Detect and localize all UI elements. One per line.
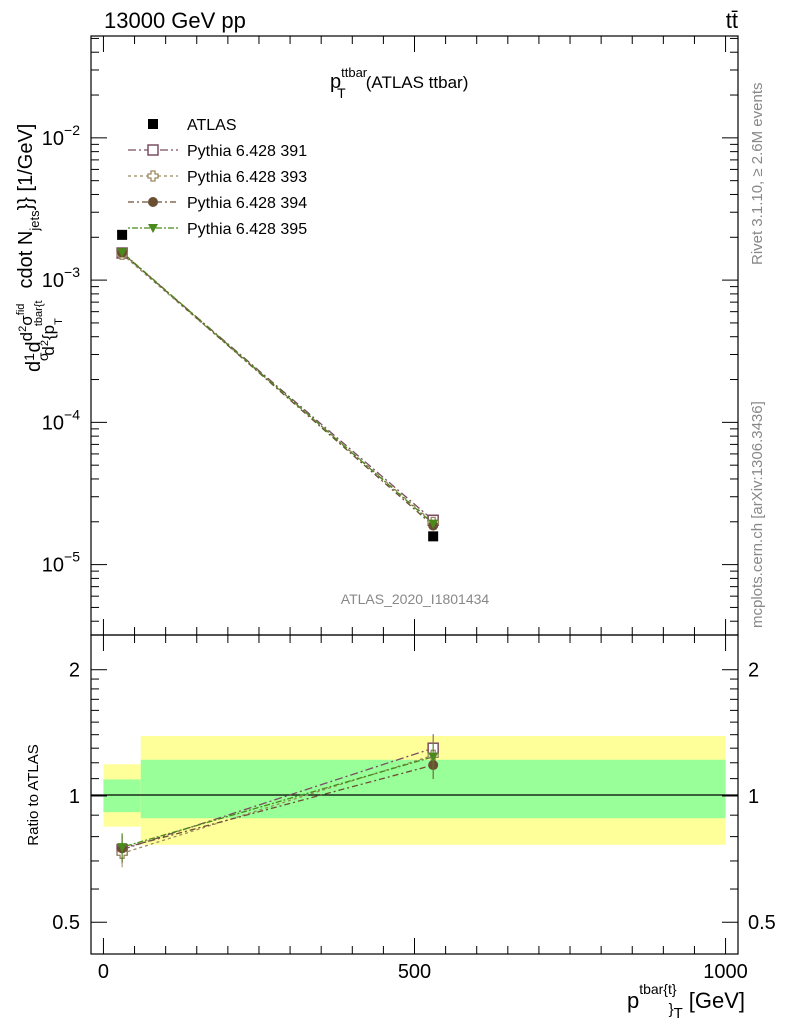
main-ytick-base: 10 [42,412,64,434]
ratio-ytick-label: 0.5 [52,912,80,934]
legend: ATLAS Pythia 6.428 391 Pythia 6.428 393 Pyt… [128,117,307,238]
main-series-point [428,519,439,529]
legend-item: Pythia 6.428 395 [128,221,307,238]
energy-label: 13000 GeV pp [104,8,246,33]
legend-item: Pythia 6.428 393 [128,169,307,186]
main-ytick-base: 10 [42,555,64,577]
main-ytick-labels: 10−510−410−310−2 [42,122,80,577]
ratio-tick-labels: 0.5 0.5 1 1 2 2 0 500 1000 [52,660,776,983]
main-series-lines [121,251,434,527]
legend-label: Pythia 6.428 391 [187,143,307,160]
title-main: p [330,71,341,93]
ratio-band-green [103,779,141,813]
main-ticks [91,36,738,635]
ylabel-den-rest-sub: T [53,318,65,325]
legend-marker [148,119,158,129]
atlas-data-point [428,531,439,542]
ratio-xtick-label: 0 [98,961,109,983]
legend-marker [148,224,158,233]
legend-label: ATLAS [187,117,237,134]
ratio-ytick-label-right: 2 [748,660,759,682]
legend-item: Pythia 6.428 394 [128,195,307,212]
rivet-label: Rivet 3.1.10, ≥ 2.6M events [749,83,766,266]
title-sub: T [337,85,346,101]
xlabel-unit: [GeV] [689,988,745,1013]
ratio-xlabel: ptbar{t}}T [GeV] [627,981,745,1022]
ratio-panel: 0.5 0.5 1 1 2 2 0 500 1000 Ratio to ATLAS ptbar{… [25,634,776,1022]
ratio-xtick-label: 1000 [703,961,748,983]
main-ytick-base: 10 [42,270,64,292]
ratio-ytick-label: 1 [69,786,80,808]
mcplots-label: mcplots.cern.ch [arXiv:1306.3436] [749,401,766,628]
legend-marker [147,144,159,156]
xlabel-main: p [627,988,639,1013]
ylabel-d: d [23,361,45,372]
legend-marker [147,170,159,182]
legend-marker [148,197,158,207]
ylabel-frac1-den: σ [35,352,51,361]
ylabel-num: d [17,332,36,341]
legend-item: ATLAS [148,117,237,134]
ratio-series-lines [121,747,434,854]
main-series-line [121,252,434,527]
ratio-bands [103,735,726,845]
main-series-point [117,248,128,258]
ylabel-den-sup: 2 [39,340,51,346]
main-title: pttbar T (ATLAS ttbar) [330,65,468,101]
ylabel-tail: cdot N [15,231,37,289]
ylabel-den-rest: {p [39,325,58,340]
main-ytick-exp: −4 [64,406,80,422]
watermark: ATLAS_2020_I1801434 [341,591,490,607]
main-ytick-exp: −3 [64,264,80,280]
ratio-ytick-label-right: 1 [748,786,759,808]
main-series-line [121,251,434,525]
main-ytick-exp: −2 [64,122,80,138]
ylabel-tail-end: }} [1/GeV] [15,124,37,211]
ylabel-num-sup: 2 [17,326,29,332]
main-ytick-label: 10−4 [42,406,80,434]
ylabel-sigma: σ [17,315,36,326]
title-sup: ttbar [341,65,368,80]
ratio-series-line [121,756,434,848]
xlabel-sup: tbar{t} [639,981,677,997]
main-ytick-label: 10−2 [42,122,80,150]
main-ytick-base: 10 [42,128,64,150]
ylabel-sigma-sup: fid [15,304,27,316]
atlas-data-point [117,229,128,240]
ylabel-frac1: 1 [21,353,37,361]
main-ylabel: d1σdd2σfidd2{pTtbar{tcdot Njets}} [1/GeV… [15,124,65,372]
xlabel-sub2: T [674,1005,683,1022]
ratio-series-markers [116,734,439,868]
main-series-markers [116,229,439,542]
ratio-xtick-label: 500 [398,961,431,983]
ratio-ytick-label-right: 0.5 [748,912,776,934]
main-panel: 10−510−410−310−2 pttbar T(ATLAS ttbar) AT… [15,35,739,636]
main-ytick-exp: −5 [64,549,80,565]
main-ytick-label: 10−3 [42,264,80,292]
xlabel-sub: } [669,1001,674,1018]
ratio-series-point [428,752,439,762]
ylabel-tail-sub: jets [27,210,42,232]
legend-label: Pythia 6.428 394 [187,195,307,212]
ratio-ticks [91,635,738,954]
ylabel-d-a: d [23,341,45,352]
legend-label: Pythia 6.428 393 [187,169,307,186]
title-rest: (ATLAS ttbar) [366,73,469,92]
process-label: tt̄ [726,8,738,33]
main-ytick-label: 10−5 [42,549,80,577]
ratio-series-point [117,843,128,853]
ylabel-den: d [39,346,58,355]
legend-label: Pythia 6.428 395 [187,221,307,238]
legend-item: Pythia 6.428 391 [128,143,307,160]
ratio-ylabel: Ratio to ATLAS [25,744,42,845]
ylabel-den-rest-sup: tbar{t [33,300,45,326]
ratio-ytick-label: 2 [69,660,80,682]
ratio-series-line [121,764,434,850]
